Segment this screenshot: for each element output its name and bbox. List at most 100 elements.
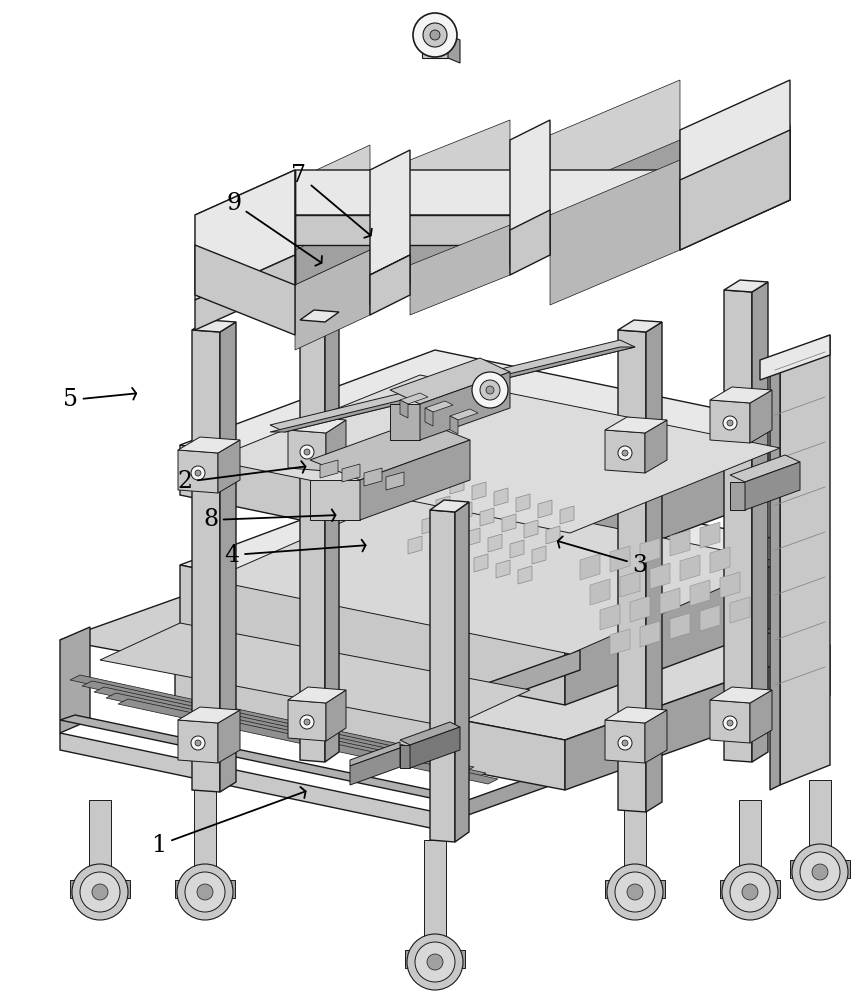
Polygon shape — [408, 536, 422, 554]
Polygon shape — [760, 335, 830, 380]
Circle shape — [618, 736, 632, 750]
Polygon shape — [288, 430, 326, 471]
Circle shape — [304, 719, 310, 725]
Circle shape — [812, 864, 828, 880]
Polygon shape — [390, 358, 510, 404]
Circle shape — [415, 942, 455, 982]
Polygon shape — [720, 880, 780, 898]
Circle shape — [727, 420, 733, 426]
Polygon shape — [605, 707, 667, 723]
Polygon shape — [550, 80, 680, 245]
Polygon shape — [70, 880, 130, 898]
Circle shape — [730, 872, 770, 912]
Polygon shape — [60, 590, 580, 710]
Polygon shape — [565, 645, 830, 790]
Polygon shape — [400, 745, 410, 768]
Circle shape — [300, 715, 314, 729]
Polygon shape — [450, 409, 478, 420]
Polygon shape — [195, 255, 295, 330]
Circle shape — [197, 884, 213, 900]
Polygon shape — [488, 534, 502, 552]
Polygon shape — [425, 401, 453, 412]
Text: 7: 7 — [291, 163, 372, 238]
Circle shape — [191, 466, 205, 480]
Polygon shape — [640, 621, 660, 647]
Polygon shape — [295, 215, 370, 285]
Polygon shape — [452, 548, 466, 566]
Polygon shape — [178, 450, 218, 493]
Polygon shape — [288, 417, 346, 433]
Polygon shape — [450, 416, 458, 434]
Polygon shape — [175, 665, 565, 790]
Polygon shape — [600, 604, 620, 630]
Polygon shape — [195, 245, 295, 335]
Circle shape — [723, 716, 737, 730]
Polygon shape — [440, 760, 580, 825]
Circle shape — [615, 872, 655, 912]
Polygon shape — [710, 387, 772, 403]
Polygon shape — [89, 800, 111, 880]
Polygon shape — [752, 282, 768, 762]
Polygon shape — [650, 563, 670, 589]
Polygon shape — [94, 687, 474, 772]
Polygon shape — [640, 538, 660, 564]
Circle shape — [618, 446, 632, 460]
Polygon shape — [390, 404, 420, 440]
Circle shape — [346, 486, 354, 494]
Polygon shape — [350, 742, 400, 766]
Polygon shape — [730, 482, 745, 510]
Circle shape — [742, 884, 758, 900]
Polygon shape — [580, 554, 600, 580]
Polygon shape — [70, 675, 450, 760]
Polygon shape — [270, 347, 635, 432]
Circle shape — [195, 740, 201, 746]
Polygon shape — [422, 35, 448, 58]
Polygon shape — [680, 555, 700, 581]
Polygon shape — [690, 580, 710, 606]
Circle shape — [727, 720, 733, 726]
Circle shape — [191, 736, 205, 750]
Polygon shape — [809, 780, 831, 860]
Polygon shape — [60, 627, 90, 733]
Polygon shape — [400, 722, 460, 745]
Polygon shape — [425, 408, 433, 426]
Polygon shape — [550, 140, 680, 245]
Text: 1: 1 — [151, 787, 306, 856]
Circle shape — [472, 372, 508, 408]
Polygon shape — [424, 840, 446, 950]
Polygon shape — [218, 440, 240, 493]
Polygon shape — [180, 350, 820, 525]
Polygon shape — [546, 526, 560, 544]
Polygon shape — [560, 506, 574, 524]
Circle shape — [423, 23, 447, 47]
Polygon shape — [770, 355, 780, 790]
Circle shape — [800, 852, 840, 892]
Polygon shape — [538, 500, 552, 518]
Polygon shape — [195, 170, 295, 300]
Polygon shape — [192, 320, 236, 332]
Circle shape — [177, 864, 233, 920]
Polygon shape — [422, 516, 436, 534]
Polygon shape — [745, 462, 800, 510]
Polygon shape — [670, 613, 690, 639]
Polygon shape — [565, 548, 820, 705]
Circle shape — [723, 416, 737, 430]
Polygon shape — [710, 547, 730, 573]
Polygon shape — [724, 280, 768, 292]
Polygon shape — [780, 335, 830, 785]
Polygon shape — [210, 375, 780, 533]
Polygon shape — [364, 468, 382, 486]
Polygon shape — [474, 554, 488, 572]
Polygon shape — [410, 190, 510, 270]
Polygon shape — [448, 35, 460, 63]
Polygon shape — [82, 681, 462, 766]
Polygon shape — [618, 330, 646, 812]
Polygon shape — [455, 502, 469, 842]
Polygon shape — [436, 496, 450, 514]
Polygon shape — [370, 150, 410, 275]
Polygon shape — [326, 690, 346, 741]
Polygon shape — [178, 437, 240, 453]
Circle shape — [407, 934, 463, 990]
Circle shape — [427, 954, 443, 970]
Polygon shape — [472, 482, 486, 500]
